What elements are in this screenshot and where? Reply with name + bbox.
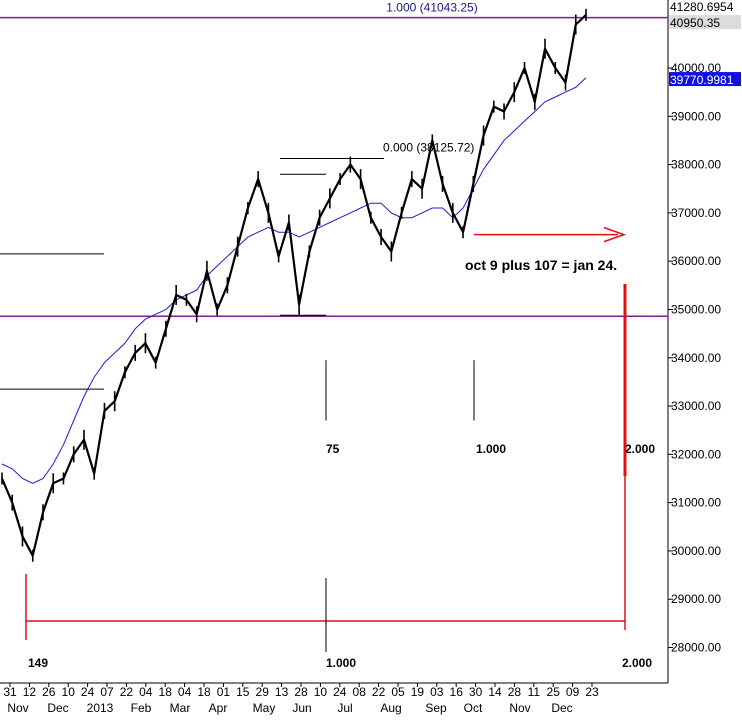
x-month-label: Sep <box>425 701 447 715</box>
y-tick-label: 33000.00 <box>671 399 721 413</box>
y-tick-label: 38000.00 <box>671 158 721 172</box>
price-badge-blue: 39770.9981 <box>670 73 734 87</box>
y-tick-label: 31000.00 <box>671 496 721 510</box>
x-tick-label: 24 <box>333 685 347 699</box>
x-month-label: Apr <box>209 701 228 715</box>
x-tick-label: 04 <box>139 685 153 699</box>
price-badge-gray: 40950.35 <box>670 16 720 30</box>
x-tick-label: 25 <box>547 685 561 699</box>
plot-frame <box>0 0 669 684</box>
fib-line-top-label: 1.000 (41043.25) <box>386 1 477 15</box>
cycle-label: 2.000 <box>622 656 652 670</box>
x-tick-label: 29 <box>256 685 270 699</box>
y-tick-label: 32000.00 <box>671 447 721 461</box>
moving-average-line <box>1 77 587 484</box>
y-tick-label: 34000.00 <box>671 351 721 365</box>
y-axis: 28000.00 29000.00 30000.00 31000.00 32000.00… <box>668 0 741 655</box>
price-layer <box>0 8 587 562</box>
x-month-label: Oct <box>464 701 483 715</box>
x-tick-label: 24 <box>81 685 95 699</box>
projection-arrowhead <box>603 226 627 243</box>
y-tick-label: 36000.00 <box>671 254 721 268</box>
y-tick-label: 40000.00 <box>671 61 721 75</box>
x-tick-label: 15 <box>236 685 250 699</box>
x-tick-label: 10 <box>314 685 328 699</box>
price-badge-top: 41280.6954 <box>670 0 734 14</box>
x-tick-label: 19 <box>411 685 425 699</box>
x-tick-label: 26 <box>42 685 56 699</box>
x-axis: 31 12 26 10 24 07 22 04 18 04 18 01 15 29 13 28 10 24 08 22… <box>3 683 599 715</box>
cycle-label: 75 <box>326 442 340 456</box>
x-tick-label: 23 <box>585 685 599 699</box>
x-month-label: 2013 <box>87 701 114 715</box>
x-tick-label: 10 <box>62 685 76 699</box>
x-month-label: Dec <box>551 701 572 715</box>
x-tick-label: 05 <box>391 685 405 699</box>
y-tick-label: 28000.00 <box>671 641 721 655</box>
x-month-label: Nov <box>509 701 530 715</box>
x-tick-label: 28 <box>508 685 522 699</box>
cycle-label: 2.000 <box>625 442 655 456</box>
x-month-label: Mar <box>170 701 191 715</box>
y-tick-label: 35000.00 <box>671 302 721 316</box>
moving-average-layer <box>1 77 587 484</box>
y-tick-label: 37000.00 <box>671 206 721 220</box>
x-tick-label: 04 <box>178 685 192 699</box>
y-tick-label: 39000.00 <box>671 109 721 123</box>
cycle-label: 149 <box>28 656 48 670</box>
annotations-layer: oct 9 plus 107 = jan 24. 75 1.000 2.000 149 1… <box>25 226 655 670</box>
x-tick-label: 07 <box>100 685 114 699</box>
x-month-label: Dec <box>47 701 68 715</box>
x-month-label: Aug <box>380 701 401 715</box>
cycle-label: 1.000 <box>326 656 356 670</box>
x-tick-label: 11 <box>528 685 541 699</box>
x-tick-label: 28 <box>294 685 308 699</box>
y-tick-label: 29000.00 <box>671 592 721 606</box>
x-month-label: Feb <box>131 701 152 715</box>
x-tick-label: 22 <box>120 685 134 699</box>
x-month-label: Nov <box>7 701 28 715</box>
price-line <box>0 14 587 557</box>
x-tick-label: 13 <box>275 685 289 699</box>
x-tick-label: 03 <box>430 685 444 699</box>
cycle-label: 1.000 <box>476 442 506 456</box>
x-month-label: Jun <box>292 701 311 715</box>
projection-text: oct 9 plus 107 = jan 24. <box>465 257 617 273</box>
x-tick-label: 30 <box>469 685 483 699</box>
horizontal-lines: 1.000 (41043.25) 0.000 (38125.72) <box>0 1 668 390</box>
x-tick-label: 22 <box>372 685 386 699</box>
x-tick-label: 16 <box>450 685 464 699</box>
x-tick-label: 14 <box>488 685 502 699</box>
x-tick-label: 08 <box>353 685 367 699</box>
x-tick-label: 18 <box>159 685 173 699</box>
x-month-label: Jul <box>337 701 352 715</box>
x-tick-label: 31 <box>3 685 17 699</box>
x-tick-label: 12 <box>23 685 37 699</box>
price-badge-blue-bg <box>669 72 741 87</box>
x-tick-label: 09 <box>566 685 580 699</box>
y-tick-label: 30000.00 <box>671 544 721 558</box>
x-tick-label: 18 <box>197 685 211 699</box>
price-badge-gray-bg <box>669 15 741 30</box>
x-tick-label: 01 <box>217 685 231 699</box>
fib-line-mid-label: 0.000 (38125.72) <box>383 141 474 155</box>
x-month-label: May <box>253 701 276 715</box>
